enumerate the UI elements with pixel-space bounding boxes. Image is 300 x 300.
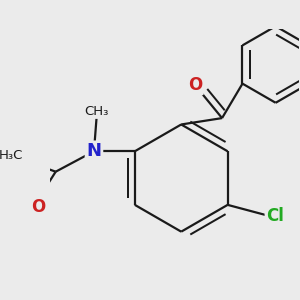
Text: CH₃: CH₃ [84, 105, 109, 118]
Text: H₃C: H₃C [0, 148, 23, 162]
Text: N: N [86, 142, 101, 160]
Text: O: O [31, 198, 45, 216]
Text: O: O [188, 76, 202, 94]
Text: Cl: Cl [266, 207, 284, 225]
